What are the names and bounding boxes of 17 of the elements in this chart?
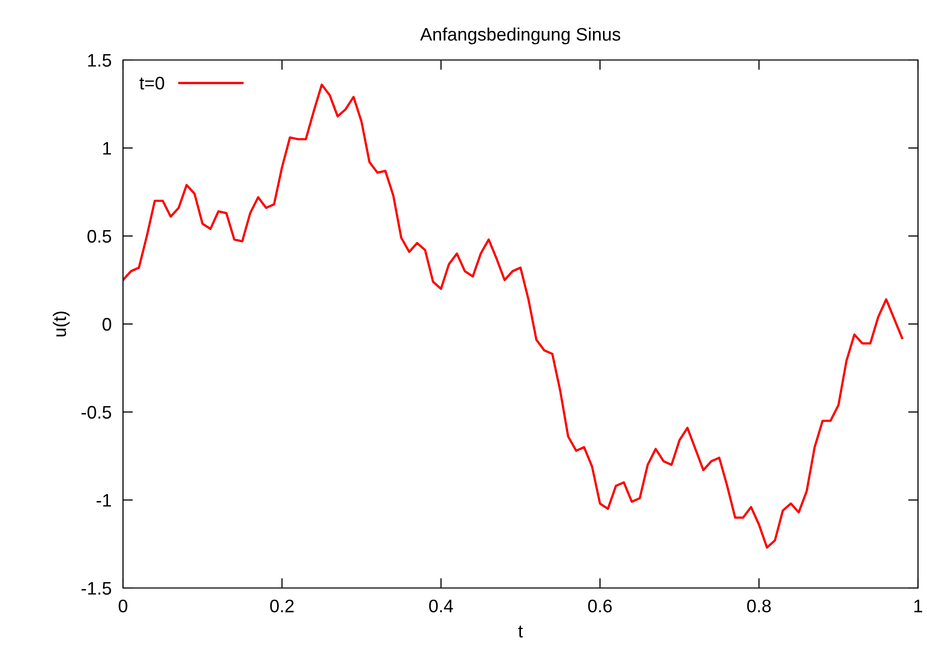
y-tick-label: -1.5 bbox=[82, 582, 112, 595]
x-tick-label: 0.4 bbox=[429, 600, 454, 612]
y-tick-label: 0.5 bbox=[87, 230, 112, 243]
x-axis-title: t bbox=[518, 626, 523, 638]
y-axis-title: u(t) bbox=[52, 312, 70, 336]
y-tick-label: -1 bbox=[96, 494, 112, 507]
x-tick-label: 0.2 bbox=[270, 600, 294, 612]
x-tick-label: 0.6 bbox=[588, 600, 612, 612]
y-tick-label: -0.5 bbox=[82, 406, 112, 419]
chart-title: Anfangsbedingung Sinus bbox=[420, 27, 620, 44]
x-tick-label: 0.8 bbox=[747, 600, 771, 612]
x-tick-label: 0 bbox=[118, 600, 128, 612]
y-tick-label: 0 bbox=[102, 318, 112, 331]
y-tick-label: 1 bbox=[103, 142, 112, 155]
y-tick-label: 1.5 bbox=[88, 54, 112, 67]
x-tick-label: 1 bbox=[914, 600, 922, 612]
legend-label: t=0 bbox=[140, 76, 164, 90]
